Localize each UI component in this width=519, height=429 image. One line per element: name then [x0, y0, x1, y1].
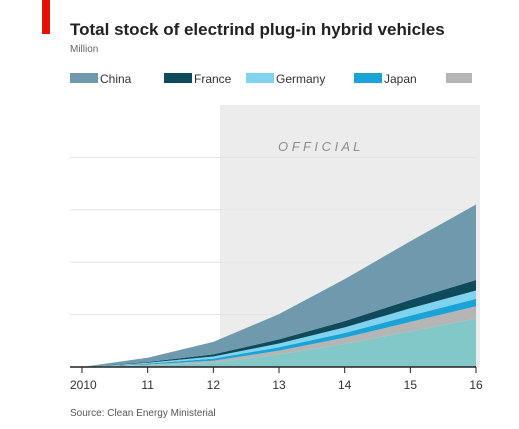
x-axis-ticks: 2010 11 12 13 14 15 16: [70, 367, 483, 392]
legend-label-japan: Japan: [384, 72, 417, 86]
accent-bar: [42, 0, 50, 34]
legend-swatch-china: [70, 73, 98, 83]
x-tick-label-3: 13: [272, 378, 286, 392]
x-tick-label-2: 12: [207, 378, 221, 392]
x-tick-label-4: 14: [338, 378, 352, 392]
chart-title: Total stock of electrind plug-in hybrid …: [70, 20, 445, 39]
source-note: Source: Clean Energy Ministerial: [70, 408, 216, 419]
legend-label-germany: Germany: [276, 72, 325, 86]
legend-label-france: France: [194, 72, 232, 86]
x-tick-label-5: 15: [404, 378, 418, 392]
legend-swatch-japan: [354, 73, 382, 83]
legend-label-china: China: [100, 72, 132, 86]
area-series-china: [82, 204, 476, 367]
legend-swatch-unlabelled-4: [446, 73, 472, 83]
chart-subtitle: Million: [70, 44, 98, 55]
legend-swatch-france: [164, 73, 192, 83]
shaded-region-label: O F F I C I A L: [278, 139, 360, 154]
area-series-unlabelled-5: [82, 318, 476, 367]
x-tick-label-1: 11: [141, 378, 154, 392]
area-layers: [82, 204, 476, 367]
legend-swatch-germany: [246, 73, 274, 83]
legend: China France Germany Japan: [70, 72, 472, 86]
x-tick-label-6: 16: [469, 378, 483, 392]
x-tick-label-0: 2010: [70, 378, 97, 392]
